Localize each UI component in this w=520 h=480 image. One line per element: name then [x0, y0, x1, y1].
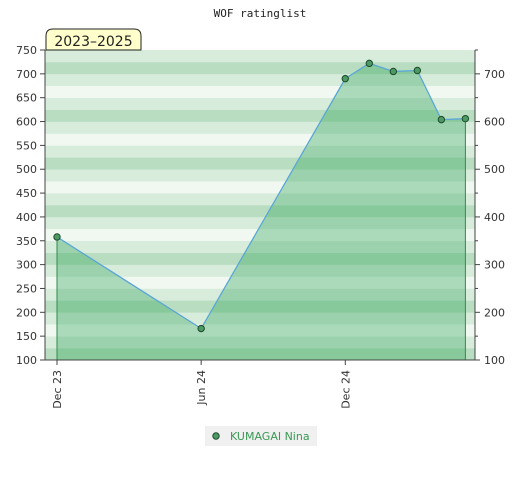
- y-right-tick-label: 200: [484, 306, 505, 319]
- area-layer: [57, 63, 466, 360]
- background-band: [45, 145, 475, 158]
- background-band: [45, 85, 475, 98]
- y-right-tick-label: 700: [484, 68, 505, 81]
- y-right-tick-label: 600: [484, 116, 505, 129]
- background-band: [45, 97, 475, 110]
- background-band: [45, 181, 475, 194]
- data-point: [437, 115, 446, 124]
- legend-marker-icon: [212, 432, 220, 440]
- background-band: [45, 50, 475, 63]
- y-right-tick-label: 100: [484, 354, 505, 367]
- y-left-tick-label: 550: [16, 139, 37, 152]
- data-point: [197, 324, 205, 333]
- background-band: [45, 276, 475, 289]
- background-band: [45, 264, 475, 277]
- data-points: [53, 59, 470, 333]
- y-left-tick-label: 350: [16, 235, 37, 248]
- background-band: [45, 73, 475, 87]
- period-badge: 2023–2025: [45, 28, 142, 51]
- background-band: [45, 324, 475, 337]
- series-line: [56, 62, 466, 330]
- data-point: [53, 233, 61, 241]
- series-area: [57, 63, 466, 360]
- background-band: [45, 169, 475, 182]
- y-left-tick-label: 400: [16, 211, 37, 224]
- y-left-tick-label: 200: [16, 306, 37, 319]
- y-axis-left-ticks: 100 150 200 250 300 350 400 450 500 550 600 650 700 7…: [16, 44, 45, 367]
- y-left-tick-label: 300: [16, 259, 37, 272]
- background-band: [45, 121, 475, 134]
- y-axis-right-ticks: 100 200 300 400 500 600 700: [475, 49, 505, 367]
- background-band: [45, 193, 475, 206]
- y-left-tick-label: 700: [16, 68, 37, 81]
- legend[interactable]: KUMAGAI Nina: [205, 426, 317, 446]
- legend-box: [205, 426, 317, 446]
- y-left-tick-label: 450: [16, 187, 37, 200]
- background-band: [45, 205, 475, 218]
- drop-lines: [56, 118, 466, 360]
- x-tick-label: Dec 24: [339, 370, 352, 409]
- background-band: [45, 300, 475, 313]
- x-tick-label: Dec 23: [51, 370, 64, 409]
- background-band: [45, 133, 475, 146]
- data-point: [341, 74, 349, 83]
- background-band: [45, 336, 475, 349]
- background-band: [45, 312, 475, 325]
- x-axis-ticks: Dec 23 Jun 24 Dec 24: [51, 360, 352, 409]
- axes: [44, 50, 476, 361]
- y-right-tick-label: 400: [484, 211, 505, 224]
- data-point: [389, 67, 398, 76]
- y-left-tick-label: 500: [16, 163, 37, 176]
- x-tick-label: Jun 24: [195, 370, 208, 406]
- y-left-tick-label: 600: [16, 116, 37, 129]
- plot-background-bands: [45, 50, 475, 361]
- data-point: [413, 66, 422, 75]
- background-band: [45, 348, 475, 361]
- y-left-tick-label: 650: [16, 92, 37, 105]
- legend-label: KUMAGAI Nina: [230, 430, 310, 443]
- background-band: [45, 157, 475, 170]
- series-line-layer: [56, 62, 466, 330]
- background-band: [45, 216, 475, 230]
- background-band: [45, 228, 475, 242]
- data-point: [461, 114, 470, 123]
- period-badge-box: [45, 28, 142, 51]
- background-band: [45, 109, 475, 122]
- y-right-tick-label: 500: [484, 163, 505, 176]
- y-left-tick-label: 100: [16, 354, 37, 367]
- y-left-tick-label: 250: [16, 282, 37, 295]
- period-label: 2023–2025: [54, 34, 132, 50]
- y-left-tick-label: 150: [16, 330, 37, 343]
- y-left-tick-label: 750: [16, 44, 37, 57]
- chart-title: WOF ratinglist: [214, 7, 307, 20]
- y-right-tick-label: 300: [484, 259, 505, 272]
- data-point: [365, 59, 374, 68]
- background-band: [45, 240, 475, 253]
- background-band: [45, 252, 475, 265]
